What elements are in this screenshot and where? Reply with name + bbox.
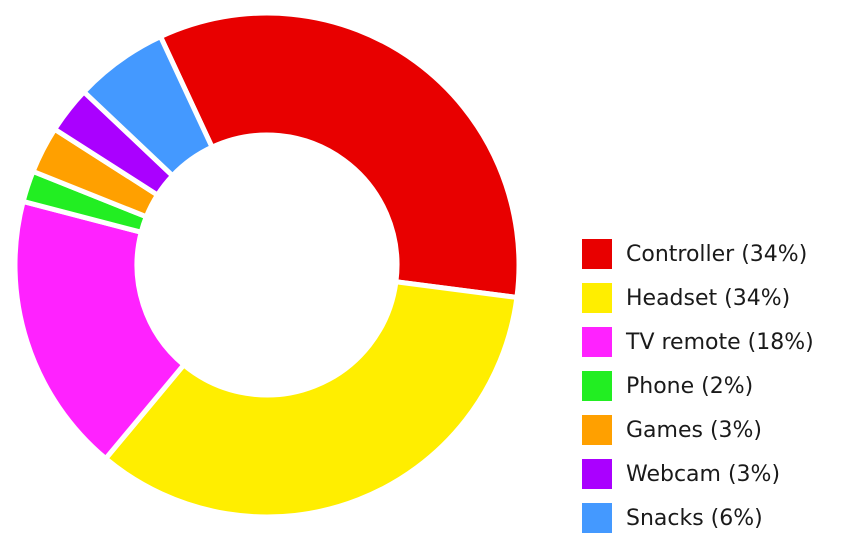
legend-item: Webcam (3%) <box>582 452 814 496</box>
slice-tv-remote <box>12 198 188 463</box>
legend-item: Headset (34%) <box>582 276 814 320</box>
legend-item: Controller (34%) <box>582 232 814 276</box>
legend-label: Controller (34%) <box>626 241 808 267</box>
legend-item: Games (3%) <box>582 408 814 452</box>
donut-chart <box>12 10 522 520</box>
legend-label: Webcam (3%) <box>626 461 781 487</box>
legend-label: Headset (34%) <box>626 285 791 311</box>
legend-label: TV remote (18%) <box>626 329 814 355</box>
legend-item: Snacks (6%) <box>582 496 814 540</box>
legend-swatch <box>582 327 612 357</box>
legend-label: Games (3%) <box>626 417 763 443</box>
legend-swatch <box>582 415 612 445</box>
legend-label: Phone (2%) <box>626 373 754 399</box>
slice-snacks <box>80 33 216 180</box>
slice-controller <box>157 10 522 301</box>
legend-label: Snacks (6%) <box>626 505 763 531</box>
legend-item: Phone (2%) <box>582 364 814 408</box>
legend-swatch <box>582 239 612 269</box>
legend-swatch <box>582 283 612 313</box>
legend-swatch <box>582 503 612 533</box>
legend-item: TV remote (18%) <box>582 320 814 364</box>
chart-legend: Controller (34%) Headset (34%) TV remote (… <box>582 232 814 540</box>
legend-swatch <box>582 371 612 401</box>
legend-swatch <box>582 459 612 489</box>
slice-headset <box>102 278 520 520</box>
